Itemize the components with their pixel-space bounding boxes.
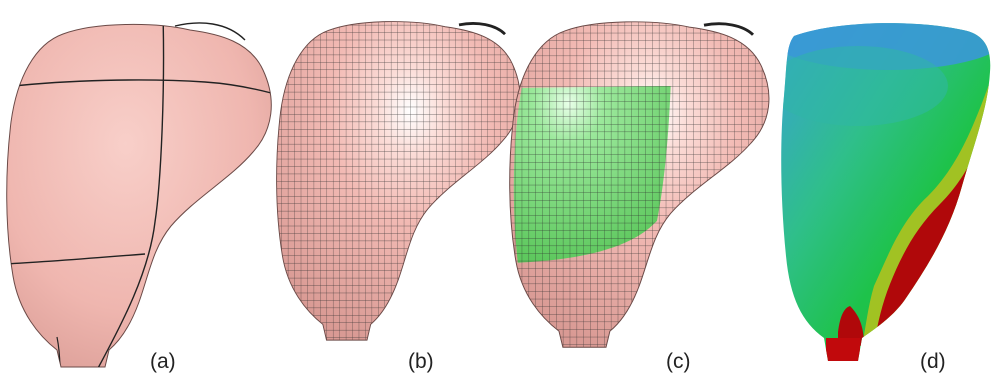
- caption-b: (b): [408, 350, 434, 373]
- caption-d: (d): [920, 350, 946, 373]
- panel-d: [781, 23, 991, 361]
- panel-a: [6, 22, 272, 368]
- panel-c: [509, 21, 770, 348]
- patch-boundary-curves: [6, 24, 272, 367]
- quad-mesh: [276, 21, 520, 341]
- caption-c: (c): [666, 350, 691, 373]
- caption-a: (a): [150, 350, 176, 373]
- panel-b: [276, 21, 521, 341]
